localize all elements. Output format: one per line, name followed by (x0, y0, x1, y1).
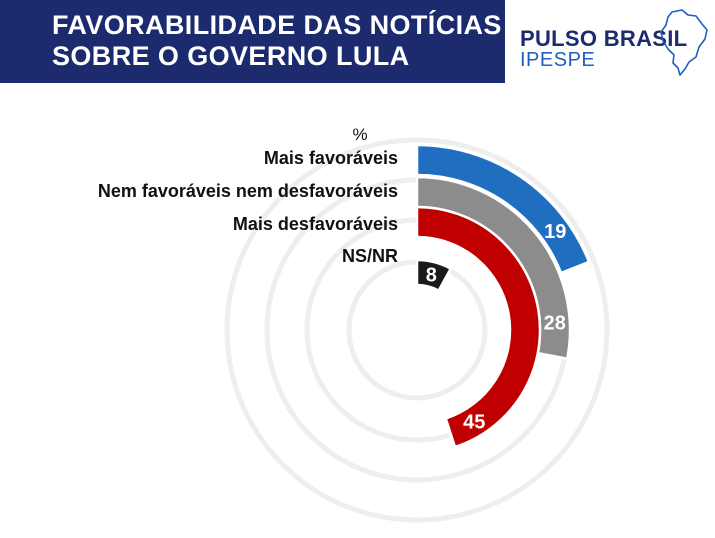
brand-subtitle: IPESPE (520, 49, 596, 71)
category-label-3: Mais desfavoráveis (233, 214, 398, 234)
category-label-1: Mais favoráveis (264, 148, 398, 168)
title-line-1: FAVORABILIDADE DAS NOTÍCIAS (52, 10, 502, 40)
title-line-2: SOBRE O GOVERNO LULA (52, 41, 410, 71)
guide-ring-1 (224, 137, 610, 523)
bar-ns-nr (415, 258, 453, 293)
value-label-2: 28 (544, 312, 566, 334)
brand-name: PULSO BRASIL (520, 26, 688, 51)
value-label-1: 19 (544, 221, 566, 243)
value-label-3: 45 (463, 412, 485, 434)
category-label-2: Nem favoráveis nem desfavoráveis (98, 181, 398, 201)
bar-mais-favor-veis (415, 143, 591, 275)
brazil-map-icon (660, 9, 708, 76)
brand-logo: PULSO BRASIL IPESPE (510, 0, 715, 83)
category-label-4: NS/NR (342, 246, 398, 266)
value-label-4: 8 (426, 264, 437, 286)
bar-mais-desfavor-veis (415, 205, 542, 449)
title-banner: FAVORABILIDADE DAS NOTÍCIAS SOBRE O GOVE… (0, 0, 505, 83)
unit-label: % (352, 125, 367, 144)
page-title: FAVORABILIDADE DAS NOTÍCIAS SOBRE O GOVE… (52, 10, 502, 72)
